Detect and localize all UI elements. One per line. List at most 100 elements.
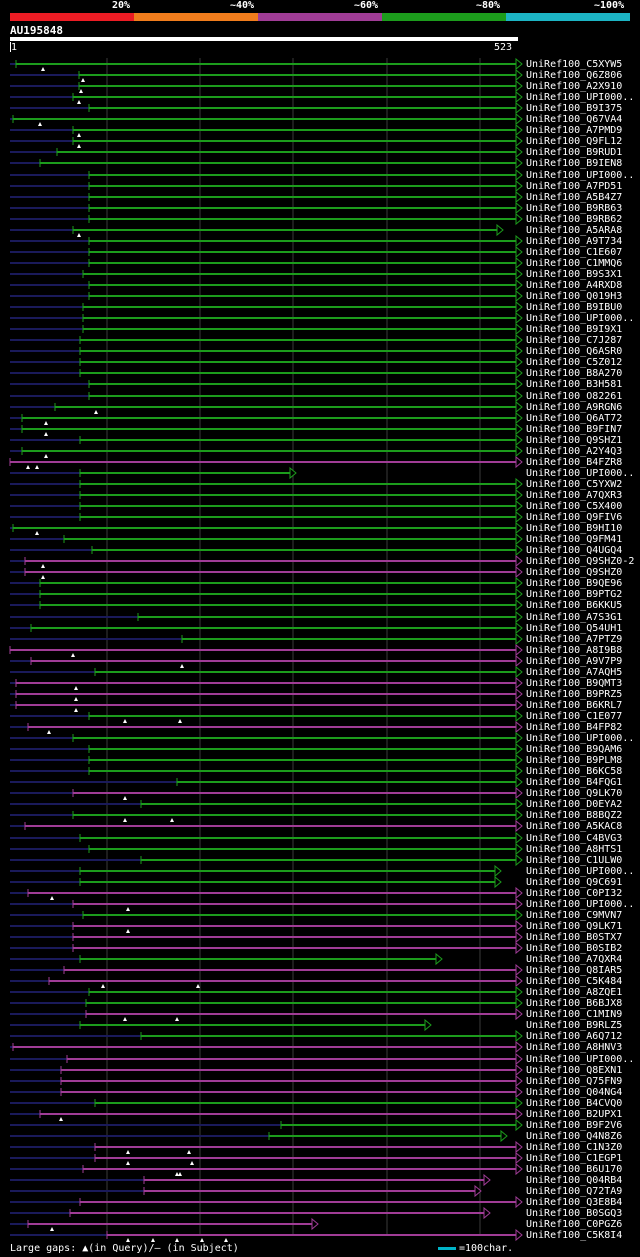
hit-row[interactable]	[10, 610, 523, 624]
hit-row[interactable]	[10, 333, 523, 347]
hit-label-link[interactable]: UniRef100_Q4UGQ4	[526, 545, 623, 556]
hit-row[interactable]	[10, 278, 523, 292]
hit-row[interactable]	[10, 112, 523, 126]
hit-label-link[interactable]: UniRef100_A5KAC8	[526, 821, 623, 832]
hit-row[interactable]	[10, 444, 523, 458]
hit-row[interactable]	[10, 930, 523, 944]
hit-row[interactable]	[10, 565, 523, 579]
hit-label-link[interactable]: UniRef100_B9F2V6	[526, 1120, 623, 1131]
hit-row[interactable]	[9, 643, 523, 657]
hit-label-link[interactable]: UniRef100_B9QMT3	[526, 678, 623, 689]
hit-label-link[interactable]: UniRef100_C1ULW0	[526, 855, 623, 866]
hit-label-link[interactable]: UniRef100_B6U170	[526, 1164, 623, 1175]
hit-label-link[interactable]: UniRef100_A7QXR3	[526, 490, 623, 501]
hit-label-link[interactable]: UniRef100_Q54UH1	[526, 623, 623, 634]
hit-label-link[interactable]: UniRef100_A8HNV3	[526, 1042, 623, 1053]
hit-row[interactable]	[10, 212, 523, 226]
hit-row[interactable]	[10, 842, 523, 856]
hit-row[interactable]	[10, 598, 523, 612]
hit-row[interactable]	[10, 433, 523, 447]
hit-label-link[interactable]: UniRef100_B9I9X1	[526, 324, 623, 335]
hit-label-link[interactable]: UniRef100_Q75FN9	[526, 1076, 623, 1087]
hit-row[interactable]	[10, 1074, 523, 1088]
hit-label-link[interactable]: UniRef100_B6BJX8	[526, 998, 623, 1009]
hit-label-link[interactable]: UniRef100_Q72TA9	[526, 1186, 623, 1197]
hit-row[interactable]	[9, 455, 523, 469]
hit-row[interactable]	[10, 201, 523, 215]
hit-label-link[interactable]: UniRef100_B8BQZ2	[526, 810, 623, 821]
hit-label-link[interactable]: UniRef100_UPI000..	[526, 468, 635, 479]
hit-row[interactable]	[10, 1140, 523, 1154]
hit-label-link[interactable]: UniRef100_B9RUD1	[526, 147, 623, 158]
hit-row[interactable]	[10, 952, 443, 966]
hit-label-link[interactable]: UniRef100_C1E077	[526, 711, 623, 722]
hit-label-link[interactable]: UniRef100_B9S3X1	[526, 269, 623, 280]
hit-row[interactable]	[10, 1151, 523, 1165]
hit-label-link[interactable]: UniRef100_B9IEN8	[526, 158, 623, 169]
hit-row[interactable]	[10, 311, 523, 325]
hit-label-link[interactable]: UniRef100_A5ARA8	[526, 225, 623, 236]
hit-row[interactable]	[10, 289, 523, 303]
hit-label-link[interactable]: UniRef100_C9MVN7	[526, 910, 623, 921]
hit-label-link[interactable]: UniRef100_C5K8I4	[526, 1230, 623, 1241]
hit-row[interactable]	[10, 510, 523, 524]
hit-label-link[interactable]: UniRef100_B6KKU5	[526, 600, 623, 611]
hit-row[interactable]	[10, 168, 523, 182]
hit-label-link[interactable]: UniRef100_A9RGN6	[526, 402, 623, 413]
hit-row[interactable]	[10, 1096, 523, 1110]
hit-label-link[interactable]: UniRef100_UPI000..	[526, 92, 635, 103]
hit-label-link[interactable]: UniRef100_B8A270	[526, 368, 623, 379]
hit-row[interactable]	[10, 190, 523, 204]
hit-label-link[interactable]: UniRef100_Q9FL12	[526, 136, 623, 147]
hit-row[interactable]	[10, 775, 523, 789]
hit-label-link[interactable]: UniRef100_A7QXR4	[526, 954, 623, 965]
hit-label-link[interactable]: UniRef100_B9HI10	[526, 523, 623, 534]
hit-label-link[interactable]: UniRef100_Q6AT72	[526, 413, 623, 424]
hit-row[interactable]	[10, 1029, 523, 1043]
hit-row[interactable]	[10, 1217, 319, 1231]
hit-row[interactable]	[10, 1052, 523, 1066]
hit-label-link[interactable]: UniRef100_B6KC58	[526, 766, 623, 777]
hit-row[interactable]	[10, 400, 523, 414]
hit-label-link[interactable]: UniRef100_Q04NG4	[526, 1087, 623, 1098]
hit-label-link[interactable]: UniRef100_A9T734	[526, 236, 623, 247]
hit-label-link[interactable]: UniRef100_O82261	[526, 391, 623, 402]
hit-row[interactable]	[10, 698, 523, 712]
hit-label-link[interactable]: UniRef100_A7PTZ9	[526, 634, 623, 645]
hit-row[interactable]	[10, 985, 523, 999]
hit-row[interactable]	[10, 267, 523, 281]
hit-row[interactable]	[10, 753, 523, 767]
hit-label-link[interactable]: UniRef100_Q9LK70	[526, 788, 623, 799]
hit-row[interactable]	[10, 554, 523, 568]
hit-label-link[interactable]: UniRef100_C5K484	[526, 976, 623, 987]
hit-label-link[interactable]: UniRef100_B9QAM6	[526, 744, 623, 755]
hit-row[interactable]	[10, 1195, 523, 1209]
hit-label-link[interactable]: UniRef100_A8I9B8	[526, 645, 623, 656]
hit-row[interactable]	[10, 256, 523, 270]
hit-row[interactable]	[10, 145, 523, 159]
hit-label-link[interactable]: UniRef100_Q6Z806	[526, 70, 623, 81]
hit-label-link[interactable]: UniRef100_B2UPX1	[526, 1109, 623, 1120]
hit-label-link[interactable]: UniRef100_C4BVG3	[526, 833, 623, 844]
hit-row[interactable]	[10, 532, 523, 546]
hit-label-link[interactable]: UniRef100_C7J287	[526, 335, 623, 346]
hit-label-link[interactable]: UniRef100_Q3E8B4	[526, 1197, 623, 1208]
hit-row[interactable]	[10, 665, 523, 679]
hit-row[interactable]	[10, 919, 523, 933]
hit-label-link[interactable]: UniRef100_C1E607	[526, 247, 623, 258]
hit-row[interactable]	[10, 1162, 523, 1176]
hit-label-link[interactable]: UniRef100_B9RB63	[526, 203, 623, 214]
hit-label-link[interactable]: UniRef100_C1MMQ6	[526, 258, 623, 269]
hit-label-link[interactable]: UniRef100_Q4N8Z6	[526, 1131, 623, 1142]
hit-row[interactable]	[10, 632, 523, 646]
hit-label-link[interactable]: UniRef100_C5X400	[526, 501, 623, 512]
hit-label-link[interactable]: UniRef100_Q8EXN1	[526, 1065, 623, 1076]
hit-row[interactable]	[10, 90, 523, 104]
hit-label-link[interactable]: UniRef100_B9I375	[526, 103, 623, 114]
hit-label-link[interactable]: UniRef100_A5B4Z7	[526, 192, 623, 203]
hit-row[interactable]	[10, 1206, 491, 1220]
hit-row[interactable]	[10, 223, 504, 237]
hit-label-link[interactable]: UniRef100_B9PRZ5	[526, 689, 623, 700]
hit-row[interactable]	[10, 731, 523, 745]
hit-row[interactable]	[10, 101, 523, 115]
